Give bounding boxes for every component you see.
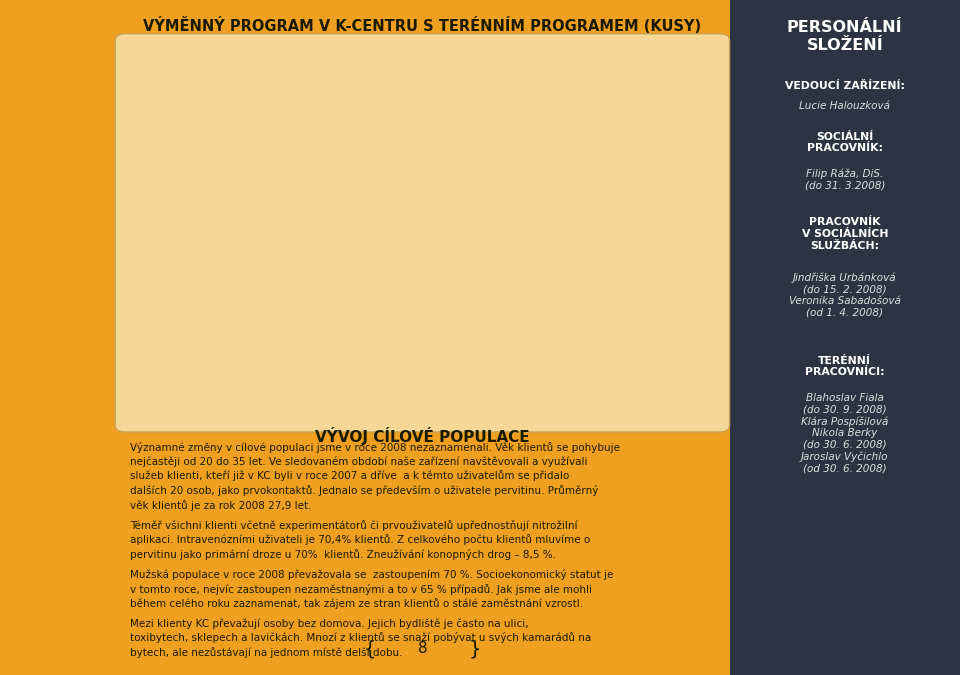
Bar [268,124,599,138]
Text: 2005: 2005 [621,302,653,315]
Text: Téměř všichni klienti včetně experimentátorů či prvouživatelů upřednostňují nitr: Téměř všichni klienti včetně experimentá… [130,520,589,560]
Text: 2006: 2006 [621,256,653,269]
Text: 2008: 2008 [621,165,653,178]
Text: 26 222: 26 222 [602,126,636,136]
Text: TERÉNNÍ
PRACOVNÍCI:: TERÉNNÍ PRACOVNÍCI: [805,356,884,377]
Text: 25 253: 25 253 [589,364,624,375]
Bar [268,216,281,230]
Text: 456: 456 [276,203,295,213]
Bar [268,109,554,123]
Text: 23 863: 23 863 [572,320,606,330]
Text: Celkem: Celkem [208,102,252,115]
Text: PRACOVNÍK
V SOCIÁLNÍCH
SLUŽBÁCH:: PRACOVNÍK V SOCIÁLNÍCH SLUŽBÁCH: [802,217,888,250]
Bar [268,79,575,93]
Text: 1 040: 1 040 [283,218,311,228]
Text: 22 505: 22 505 [555,350,589,360]
Text: Mužská populace v roce 2008 převažovala se  zastoupením 70 %. Socioekonomický st: Mužská populace v roce 2008 převažovala … [130,569,613,609]
Bar [268,333,564,347]
Text: 22 625: 22 625 [556,111,590,121]
Bar [268,231,270,245]
Text: K-centrum: K-centrum [192,341,252,354]
Text: 969: 969 [282,248,301,257]
Text: Významné změny v cílové populaci jsme v roce 2008 nezaznamenali. Věk klientů se : Významné změny v cílové populaci jsme v … [130,442,619,510]
Bar [592,200,617,234]
Bar [268,318,569,332]
Bar [592,246,617,279]
Text: {: { [364,639,375,658]
Text: SOCIÁLNÍ
PRACOVNÍK:: SOCIÁLNÍ PRACOVNÍK: [806,132,883,153]
Text: 24 424: 24 424 [579,96,612,106]
Text: Mezi klienty KC převažují osoby bez domova. Jejich bydliště je často na ulici,
t: Mezi klienty KC převažují osoby bez domo… [130,618,590,658]
Bar [592,291,617,325]
Text: }: } [468,639,482,658]
Text: 24 319: 24 319 [578,81,612,91]
Text: 8: 8 [418,641,427,656]
Bar [268,94,576,108]
Text: 2007: 2007 [621,211,653,224]
Bar [268,201,274,215]
Text: Blahoslav Fiala
(do 30. 9. 2008)
Klára Pospíšilová
Nikola Berky
(do 30. 6. 2008): Blahoslav Fiala (do 30. 9. 2008) Klára P… [801,393,889,474]
Text: VEDOUCÍ ZAŘÍZENÍ:: VEDOUCÍ ZAŘÍZENÍ: [784,81,904,91]
Text: Jindřiška Urbánková
(do 15. 2. 2008)
Veronika Sabadošová
(od 1. 4. 2008): Jindřiška Urbánková (do 15. 2. 2008) Ver… [789,272,900,317]
Bar [268,245,280,260]
Text: Terénní program: Terénní program [156,224,252,237]
Text: 23 384: 23 384 [565,335,600,345]
Text: VÝMĚNNÝ PROGRAM V K-CENTRU S TERÉNNÍM PROGRAMEM (KUSY): VÝMĚNNÝ PROGRAM V K-CENTRU S TERÉNNÍM PR… [143,17,702,34]
Bar [268,362,587,377]
Text: 120: 120 [272,233,291,243]
Text: Lucie Halouzková: Lucie Halouzková [800,101,890,111]
Bar [268,348,552,362]
Text: Filip Ráža, DiS.
(do 31. 3.2008): Filip Ráža, DiS. (do 31. 3.2008) [804,169,885,191]
Text: VÝVOJ CÍLOVÉ POPULACE: VÝVOJ CÍLOVÉ POPULACE [315,427,530,445]
Bar [592,155,617,189]
Text: PERSONÁLNÍ
SLOŽENÍ: PERSONÁLNÍ SLOŽENÍ [787,20,902,53]
